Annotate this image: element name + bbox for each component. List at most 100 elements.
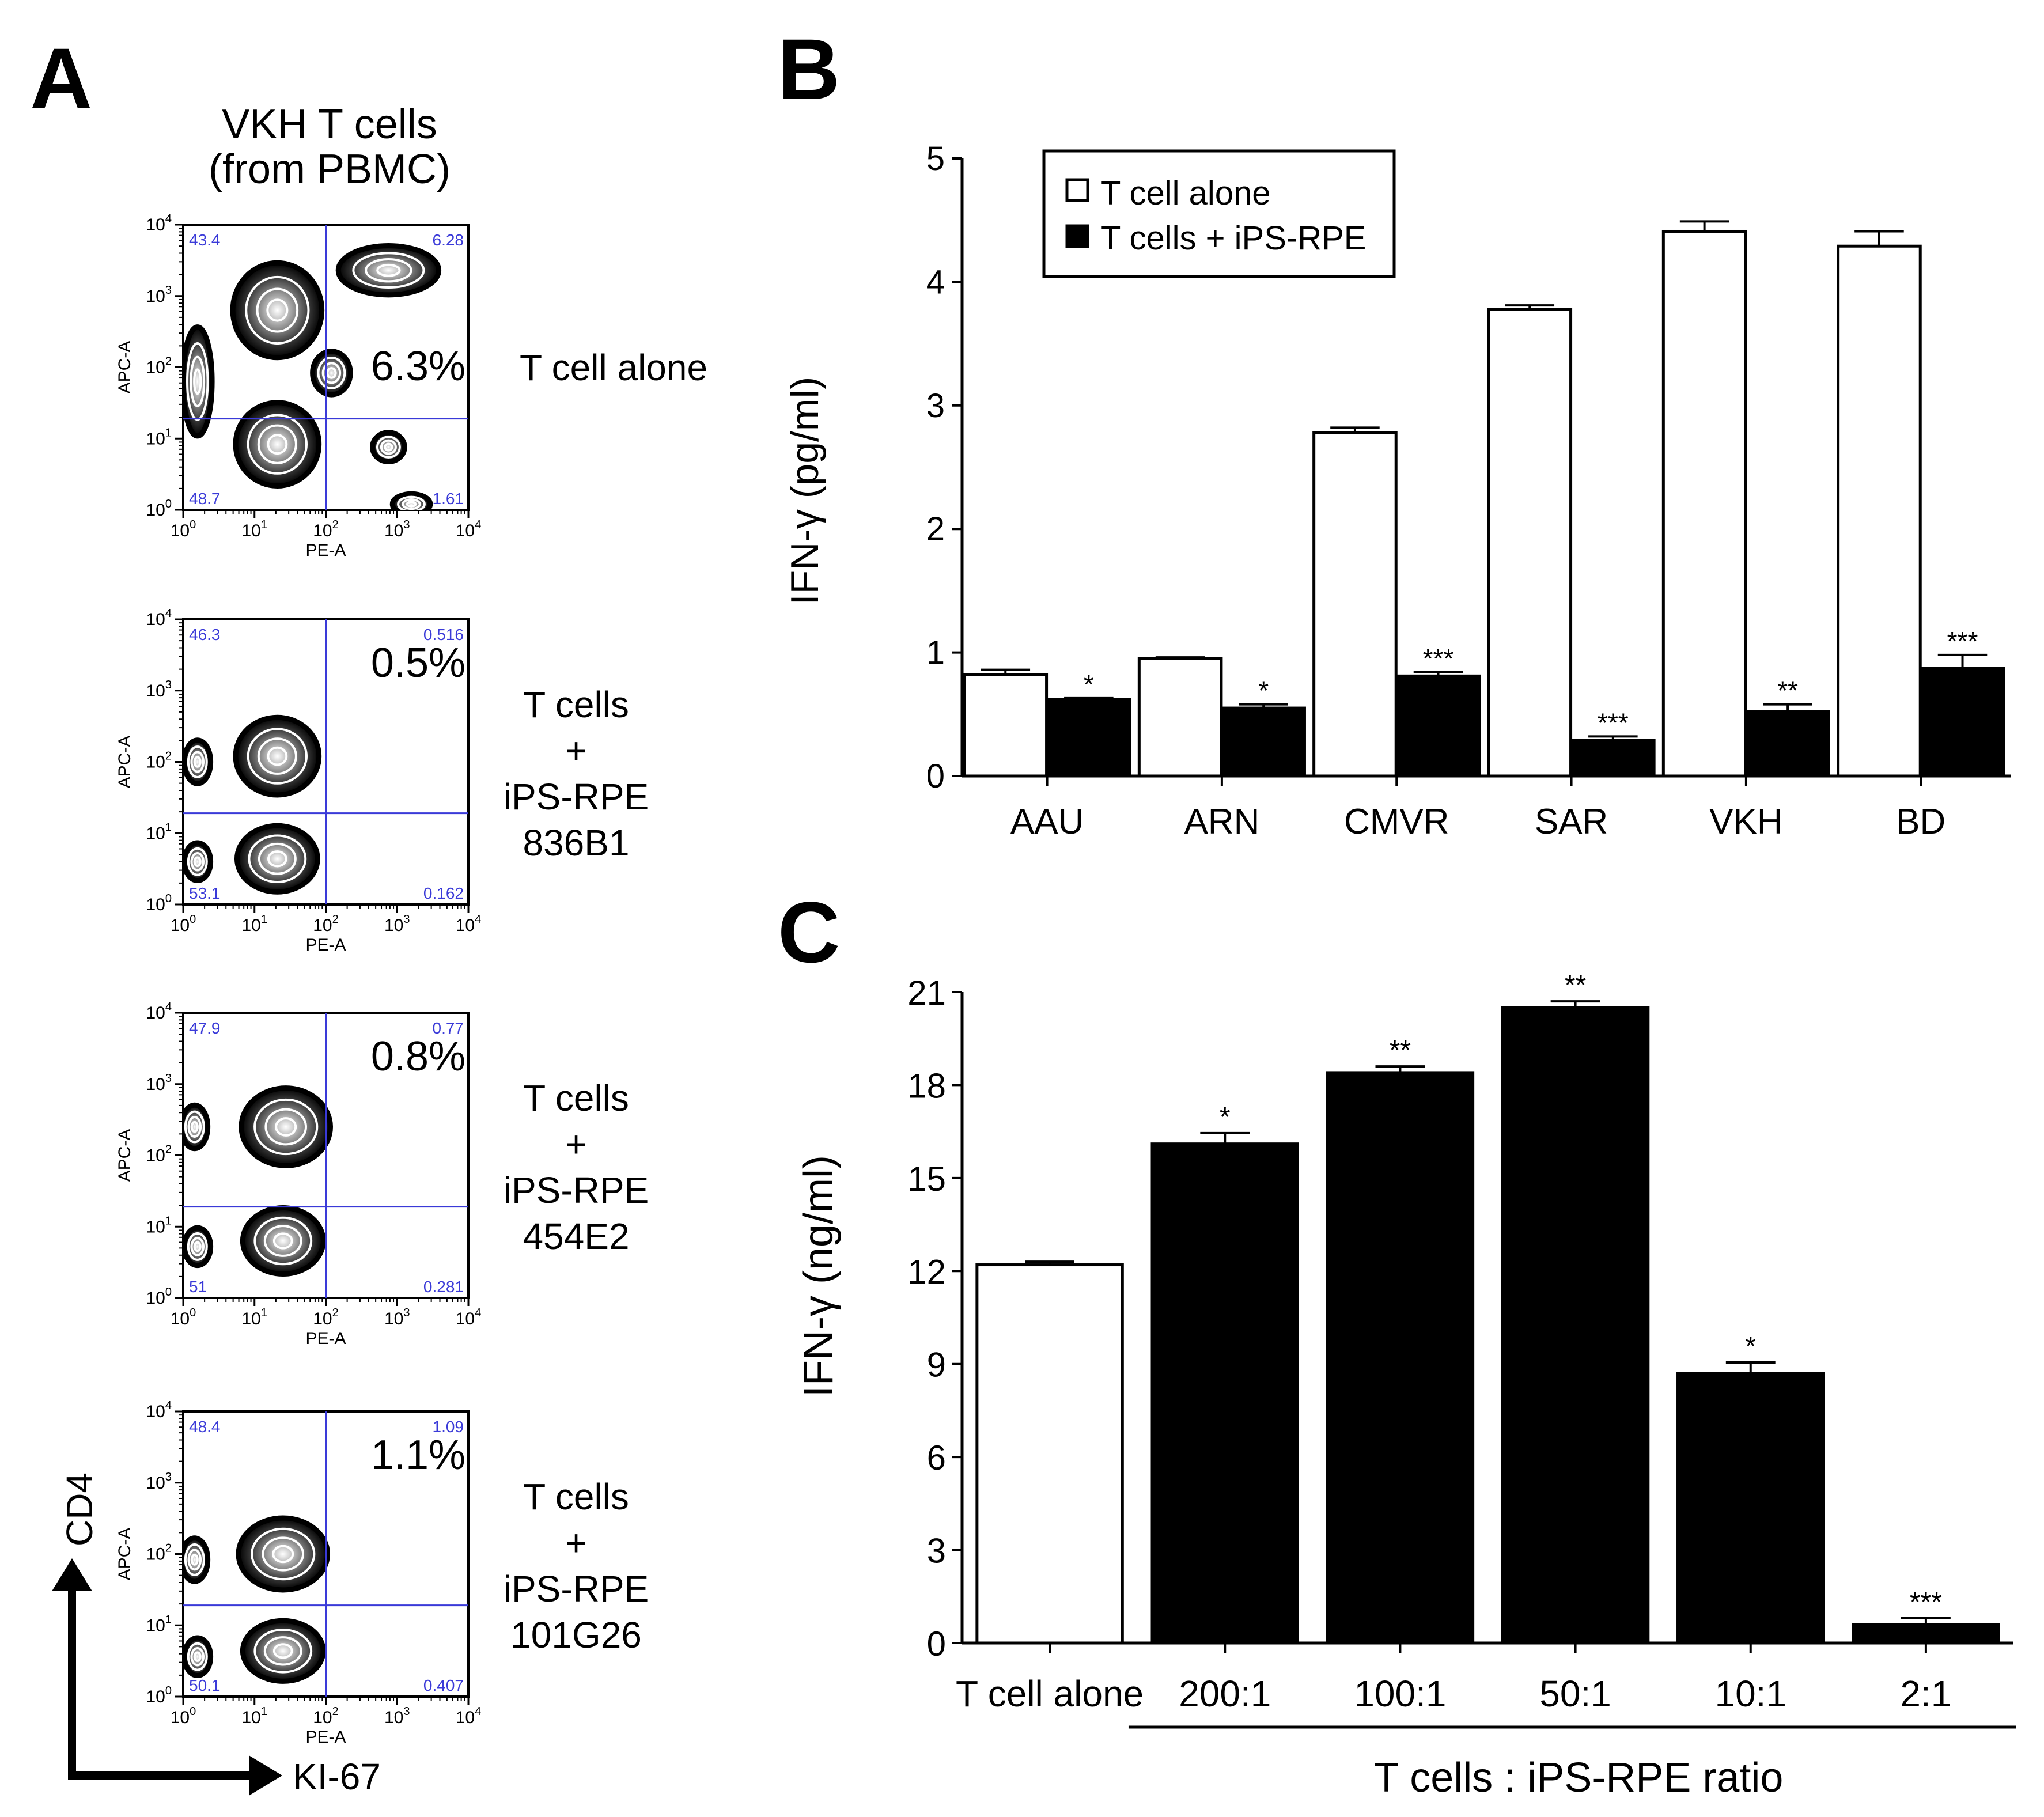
x-tick-label: 103 (384, 913, 410, 935)
x-tick-label: 104 (456, 1307, 482, 1328)
x-tick-label: 100 (171, 913, 196, 935)
quadrant-ll-value: 53.1 (189, 884, 221, 902)
significance-marker: *** (1910, 1587, 1942, 1618)
contour-ring (193, 756, 202, 768)
contour-ring (321, 362, 342, 384)
significance-marker: ** (1390, 1035, 1411, 1066)
ki67-percent: 1.1% (371, 1432, 465, 1478)
category-label: AAU (1010, 802, 1084, 842)
bar-t-cell-alone (1312, 431, 1398, 778)
y-tick-label: 9 (927, 1346, 946, 1384)
panel-b-ylabel: IFN-γ (pg/ml) (783, 377, 827, 605)
condition-label-line: + (565, 1522, 586, 1564)
y-tick-label: 101 (146, 1214, 172, 1236)
bar-t-cell-alone (1137, 657, 1223, 778)
x-tick-label: 101 (242, 1307, 268, 1328)
condition-label-line: iPS-RPE (504, 1169, 649, 1211)
x-tick-label: 100 (171, 1705, 196, 1727)
legend-box (1042, 149, 1396, 278)
panel-letter-c: C (778, 884, 840, 981)
y-tick-label: 104 (146, 1001, 172, 1023)
bar-50-1 (1501, 1006, 1650, 1645)
y-tick-label: 100 (146, 892, 172, 914)
pe-a-axis-label: PE-A (305, 936, 346, 955)
contour-ring (384, 442, 393, 452)
contour-ring (187, 1232, 208, 1261)
quadrant-lr-value: 0.281 (423, 1278, 464, 1296)
contour-ring (397, 495, 426, 510)
significance-marker: ** (1565, 970, 1586, 1001)
y-tick-label: 0 (927, 1625, 946, 1663)
contour-ring (257, 737, 297, 775)
panel-b-bar-chart: IFN-γ (pg/ml) T cell alone T cells + iPS… (783, 140, 2011, 842)
contour-ring (264, 1108, 307, 1146)
contour-ring (275, 1117, 297, 1137)
category-label: ARN (1184, 802, 1259, 842)
quadrant-ul-value: 47.9 (189, 1019, 221, 1037)
quadrant-ur-value: 6.28 (433, 231, 464, 249)
panel-letter-a: A (30, 30, 92, 127)
apc-a-axis-label: APC-A (115, 1528, 134, 1581)
contour-ring (317, 357, 346, 389)
contour-ring (267, 434, 288, 455)
category-label: 100:1 (1354, 1673, 1446, 1714)
bar-t-cell-alone (963, 673, 1049, 778)
condition-label-line: T cells (523, 1476, 629, 1517)
contour-ring (247, 414, 308, 475)
quadrant-lr-value: 0.407 (423, 1676, 464, 1694)
x-tick-label: 104 (456, 1705, 482, 1727)
pe-a-axis-label: PE-A (305, 1329, 346, 1348)
y-tick-label: 102 (146, 750, 172, 772)
quadrant-ur-value: 0.77 (433, 1019, 464, 1037)
significance-marker: ** (1777, 676, 1798, 706)
condition-label-line: 836B1 (523, 822, 629, 864)
bar-10-1 (1676, 1372, 1825, 1645)
quadrant-ul-value: 43.4 (189, 231, 221, 249)
contour-ring (187, 745, 208, 778)
panel-c-bar-chart: IFN-γ (ng/ml) T cells : iPS-RPE ratio 0 3… (796, 970, 2016, 1801)
contour-ring (190, 1554, 199, 1566)
condition-label-line: 101G26 (510, 1614, 642, 1656)
cd4-label: CD4 (59, 1472, 100, 1546)
x-tick-label: 102 (313, 1705, 339, 1727)
significance-marker: * (1084, 669, 1094, 699)
panel-letter-b: B (778, 21, 840, 118)
y-tick-label: 5 (926, 140, 945, 177)
significance-marker: * (1258, 676, 1269, 706)
y-tick-label: 100 (146, 1286, 172, 1308)
significance-marker: * (1220, 1102, 1231, 1133)
quadrant-ul-value: 46.3 (189, 626, 221, 643)
bar-t-cell-alone (1661, 229, 1747, 778)
significance-marker: *** (1947, 626, 1978, 656)
quadrant-lr-value: 0.162 (423, 884, 464, 902)
bar-100-1 (1326, 1071, 1475, 1645)
contour-ring (326, 367, 337, 379)
contour-ring (251, 1527, 316, 1581)
ki67-percent: 0.8% (371, 1034, 465, 1080)
significance-marker: *** (1598, 707, 1629, 737)
bar-t-cell-alone (1837, 244, 1922, 778)
contour-ring (263, 1636, 302, 1666)
contour-density (183, 1085, 334, 1277)
panel-a-title-line1: VKH T cells (222, 101, 437, 147)
x-tick-label: 103 (384, 518, 410, 540)
category-label: 2:1 (1900, 1673, 1951, 1714)
category-label: 200:1 (1179, 1673, 1271, 1714)
legend-swatch-black (1065, 224, 1089, 248)
quadrant-ll-value: 51 (189, 1278, 207, 1296)
contour-ring (193, 1241, 202, 1252)
y-tick-label: 0 (926, 758, 945, 795)
y-tick-label: 3 (927, 1532, 946, 1570)
y-tick-label: 101 (146, 426, 172, 448)
x-tick-label: 102 (313, 518, 339, 540)
apc-a-axis-label: APC-A (115, 1129, 134, 1182)
contour-ring (190, 355, 206, 407)
contour-ring (187, 1549, 202, 1571)
contour-ring (253, 1216, 313, 1266)
contour-ring (258, 842, 297, 875)
contour-ring (190, 1121, 199, 1133)
contour-ring (187, 1116, 202, 1138)
